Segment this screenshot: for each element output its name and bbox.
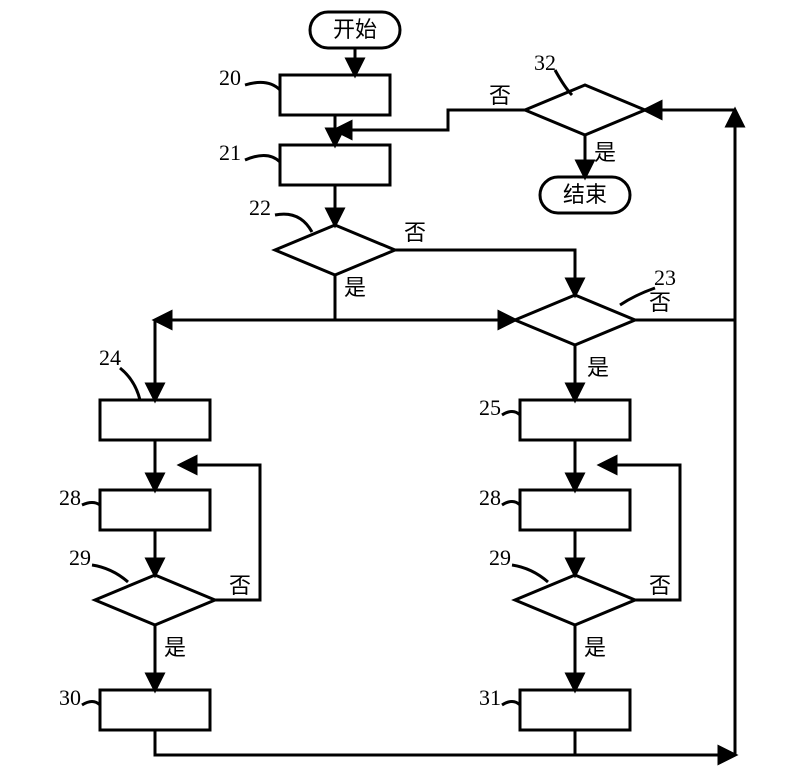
ref-pointer-29L [92, 565, 128, 582]
process-20 [280, 75, 390, 115]
ref-28R: 28 [479, 485, 501, 510]
ref-24: 24 [99, 345, 121, 370]
ref-23: 23 [654, 265, 676, 290]
decision-29-left [95, 575, 215, 625]
ref-pointer-24 [120, 368, 140, 400]
terminal-start: 开始 [310, 12, 400, 48]
terminal-end: 结束 [540, 177, 630, 213]
terminal-start-label: 开始 [333, 17, 377, 42]
ref-32: 32 [534, 50, 556, 75]
process-21 [280, 145, 390, 185]
terminal-end-label: 结束 [563, 182, 607, 207]
ref-pointer-31 [502, 702, 520, 706]
ref-21: 21 [219, 140, 241, 165]
edge-22-no [395, 250, 575, 295]
ref-pointer-25 [502, 412, 520, 416]
ref-pointer-32 [555, 70, 572, 95]
ref-28L: 28 [59, 485, 81, 510]
label-29L-no: 否 [229, 573, 251, 598]
label-32-yes: 是 [594, 140, 616, 165]
ref-pointer-28L [82, 503, 100, 506]
process-30 [100, 690, 210, 730]
process-24 [100, 400, 210, 440]
ref-pointer-28R [502, 502, 520, 506]
decision-29-right [515, 575, 635, 625]
label-29L-yes: 是 [164, 635, 186, 660]
label-32-no: 否 [489, 83, 511, 108]
label-22-yes: 是 [344, 275, 366, 300]
ref-pointer-30 [82, 702, 100, 706]
ref-30: 30 [59, 685, 81, 710]
process-31 [520, 690, 630, 730]
ref-pointer-29R [512, 565, 548, 582]
ref-29L: 29 [69, 545, 91, 570]
label-23-yes: 是 [587, 355, 609, 380]
ref-pointer-22 [275, 214, 312, 232]
label-29R-no: 否 [649, 573, 671, 598]
decision-32 [525, 85, 645, 135]
edge-30-bus [155, 730, 735, 755]
process-28-left [100, 490, 210, 530]
ref-pointer-21 [245, 155, 280, 162]
process-28-right [520, 490, 630, 530]
decision-23 [515, 295, 635, 345]
ref-20: 20 [219, 65, 241, 90]
ref-25: 25 [479, 395, 501, 420]
decision-22 [275, 225, 395, 275]
ref-22: 22 [249, 195, 271, 220]
process-25 [520, 400, 630, 440]
label-29R-yes: 是 [584, 635, 606, 660]
ref-29R: 29 [489, 545, 511, 570]
flowchart-canvas: 开始 结束 [0, 0, 800, 779]
ref-31: 31 [479, 685, 501, 710]
label-23-no: 否 [649, 290, 671, 315]
ref-pointer-20 [245, 82, 280, 90]
label-22-no: 否 [404, 220, 426, 245]
